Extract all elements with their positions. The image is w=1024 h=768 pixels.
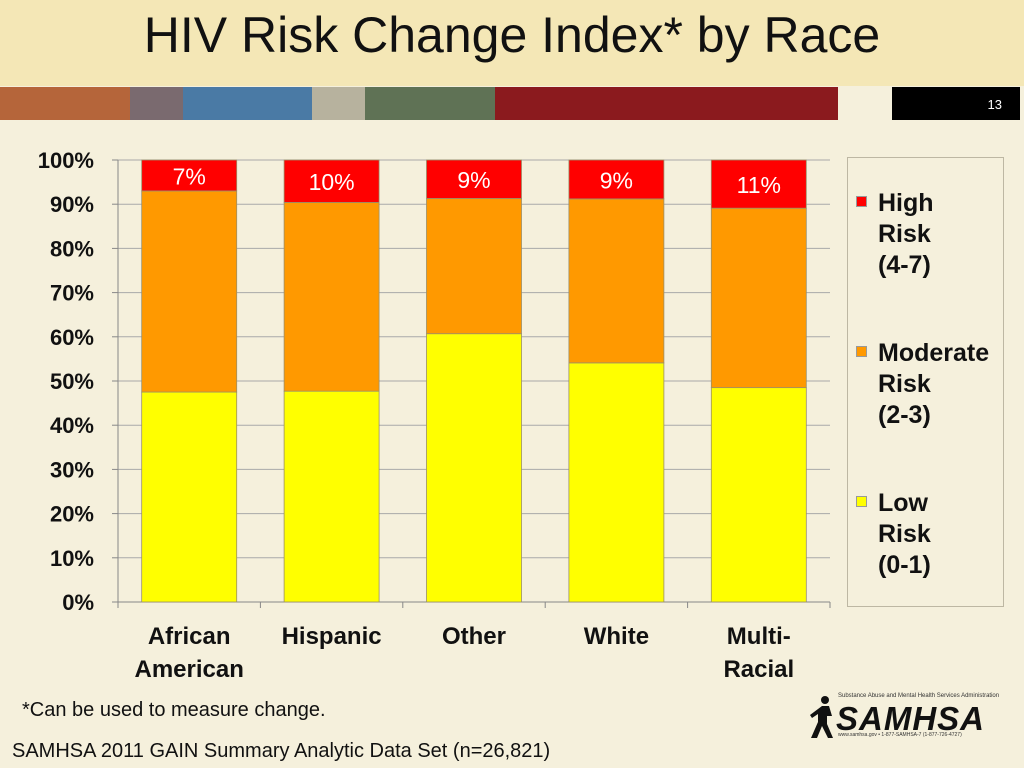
y-tick-label: 30%	[50, 457, 94, 482]
chart-legend: High Risk (4-7) Moderate Risk (2-3) Low Ri…	[847, 157, 1004, 607]
legend-swatch	[856, 496, 867, 507]
legend-label: Low Risk (0-1)	[878, 489, 931, 579]
stripe-3	[312, 87, 365, 120]
y-tick-label: 90%	[50, 192, 94, 217]
y-tick-label: 70%	[50, 281, 94, 306]
bar-segment-0-1	[141, 190, 238, 393]
bar-segment-1-2	[283, 159, 380, 203]
title-bar	[0, 0, 1024, 86]
stripe-0	[0, 87, 130, 120]
data-label: 7%	[173, 163, 206, 189]
data-label: 10%	[309, 169, 355, 195]
bar-segment-0-0	[141, 391, 238, 603]
y-tick-label: 60%	[50, 325, 94, 350]
slide-title: HIV Risk Change Index* by Race	[143, 7, 881, 63]
y-tick-label: 20%	[50, 502, 94, 527]
data-label: 9%	[457, 167, 490, 193]
legend-label: High Risk (4-7)	[878, 189, 934, 279]
y-tick-label: 0%	[62, 590, 94, 615]
samhsa-figure-icon	[810, 696, 833, 738]
bar-segment-4-1	[710, 207, 807, 389]
bar-segment-3-2	[568, 159, 665, 200]
footnote: *Can be used to measure change.	[22, 699, 326, 721]
stripe-1	[130, 87, 183, 120]
data-label: 9%	[600, 167, 633, 193]
bar-segment-0-2	[141, 159, 238, 192]
legend-swatch	[856, 196, 867, 207]
slide-number: 13	[987, 97, 1002, 112]
logo-tagline: Substance Abuse and Mental Health Servic…	[838, 693, 1000, 699]
bar-segment-2-0	[426, 333, 522, 603]
bar-segment-2-1	[426, 198, 522, 335]
slide-number-box: 13	[892, 87, 1020, 120]
x-category-label: American	[135, 656, 244, 683]
y-tick-label: 80%	[50, 236, 94, 261]
x-category-label: White	[584, 623, 649, 650]
bar-segment-3-1	[568, 198, 665, 364]
y-tick-label: 50%	[50, 369, 94, 394]
logo-contact: www.samhsa.gov • 1-877-SAMHSA-7 (1-877-7…	[838, 732, 962, 738]
stripe-5	[495, 87, 838, 120]
x-category-label: Other	[442, 623, 506, 650]
bar-segment-2-2	[426, 159, 522, 199]
bar-segment-4-0	[710, 387, 807, 603]
legend-swatch	[856, 346, 867, 357]
bar-segment-1-1	[283, 202, 380, 392]
x-category-label: Hispanic	[282, 623, 382, 650]
y-tick-label: 100%	[38, 148, 94, 173]
x-category-label: African	[148, 623, 231, 650]
decorative-stripes	[0, 87, 1024, 120]
bar-segment-1-0	[283, 390, 380, 603]
bar-segment-4-2	[710, 159, 807, 209]
stripe-4	[365, 87, 495, 120]
source-note: SAMHSA 2011 GAIN Summary Analytic Data S…	[12, 740, 551, 762]
legend-label: Moderate Risk (2-3)	[878, 339, 990, 429]
stacked-bar-chart: 0% 10% 20% 30% 40% 50% 60% 70% 80% 90% 100% 7% Afric…	[38, 148, 831, 683]
data-label: 11%	[737, 172, 781, 198]
y-tick-label: 10%	[50, 546, 94, 571]
y-tick-label: 40%	[50, 413, 94, 438]
samhsa-logo: Substance Abuse and Mental Health Servic…	[808, 692, 999, 742]
x-category-label: Racial	[723, 656, 794, 683]
stripe-2	[183, 87, 312, 120]
x-category-label: Multi-	[727, 623, 791, 650]
logo-wordmark: SAMHSA	[836, 700, 986, 737]
bar-segment-3-0	[568, 362, 665, 603]
